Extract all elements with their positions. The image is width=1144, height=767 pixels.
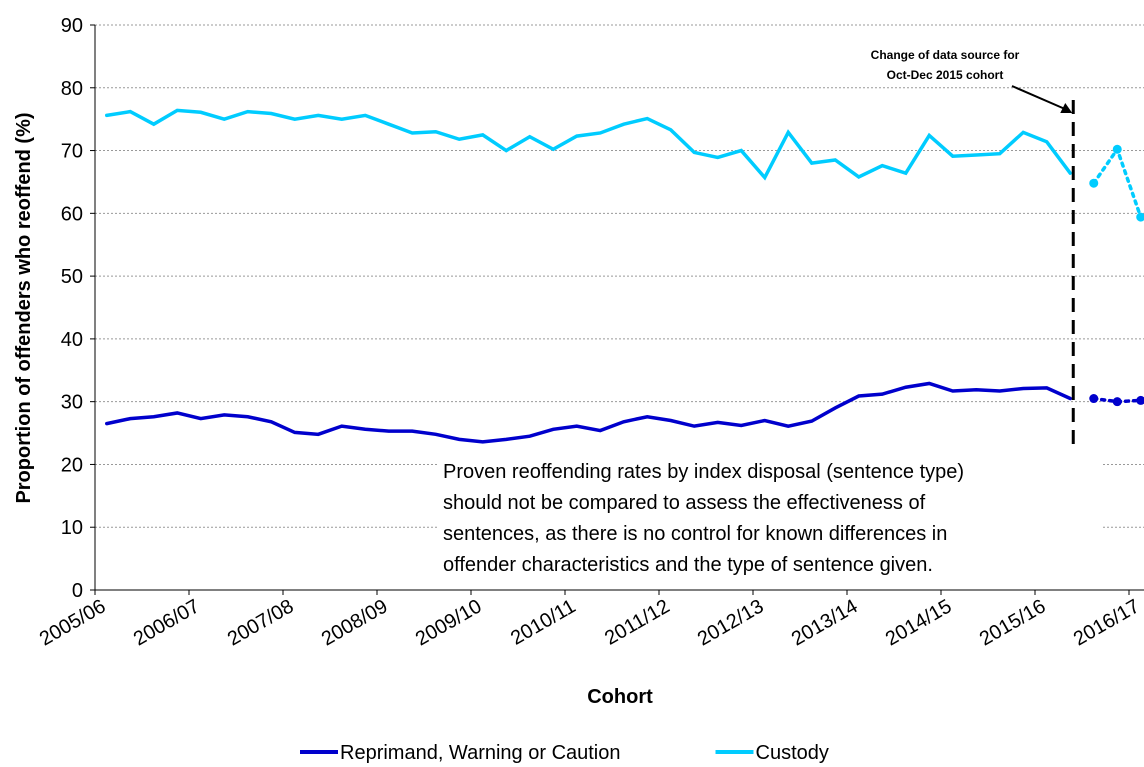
y-tick-label: 90 — [61, 15, 83, 37]
y-tick-label: 10 — [61, 517, 83, 539]
series-line — [105, 108, 1072, 181]
x-tick-label: 2011/12 — [601, 595, 673, 649]
series-line — [1092, 145, 1143, 219]
x-tick-label: 2013/14 — [788, 595, 862, 650]
y-tick-label: 80 — [61, 78, 83, 100]
legend-label: Reprimand, Warning or Caution — [340, 742, 621, 764]
series-line — [105, 381, 1072, 444]
legend-label: Custody — [756, 742, 829, 764]
x-tick-label: 2015/16 — [976, 595, 1050, 650]
x-tick-label: 2007/08 — [224, 595, 298, 650]
note-line: offender characteristics and the type of… — [443, 554, 933, 576]
series-marker — [1089, 178, 1099, 188]
x-tick-label: 2006/07 — [130, 595, 204, 650]
series-marker — [1112, 397, 1122, 407]
y-tick-label: 40 — [61, 329, 83, 351]
x-tick-label: 2012/13 — [694, 595, 768, 650]
x-tick-label: 2009/10 — [412, 595, 486, 650]
x-tick-label: 2014/15 — [882, 595, 956, 650]
note-line: should not be compared to assess the eff… — [443, 492, 926, 514]
note-line: sentences, as there is no control for kn… — [443, 523, 947, 545]
note-background — [437, 448, 1102, 580]
x-tick-label: 2010/11 — [507, 595, 579, 649]
x-tick-label: 2005/06 — [36, 595, 110, 650]
note-line: Proven reoffending rates by index dispos… — [443, 461, 964, 483]
y-tick-label: 60 — [61, 203, 83, 225]
annotation-arrowhead — [1060, 103, 1073, 113]
y-axis-title: Proportion of offenders who reoffend (%) — [13, 112, 35, 503]
y-tick-label: 50 — [61, 266, 83, 288]
x-tick-label: 2008/09 — [318, 595, 392, 650]
y-tick-label: 20 — [61, 454, 83, 476]
x-axis-title: Cohort — [587, 686, 653, 708]
y-tick-label: 0 — [72, 580, 83, 602]
y-tick-label: 30 — [61, 392, 83, 414]
annotation-text: Change of data source for — [871, 48, 1020, 62]
series-marker — [1089, 394, 1099, 404]
series-marker — [1136, 395, 1144, 405]
series-marker — [1112, 144, 1122, 154]
y-tick-label: 70 — [61, 141, 83, 163]
annotation-arrow — [1011, 85, 1068, 111]
x-tick-label: 2016/17 — [1070, 595, 1144, 650]
annotation-text: Oct-Dec 2015 cohort — [887, 68, 1004, 82]
series-marker — [1136, 212, 1144, 222]
